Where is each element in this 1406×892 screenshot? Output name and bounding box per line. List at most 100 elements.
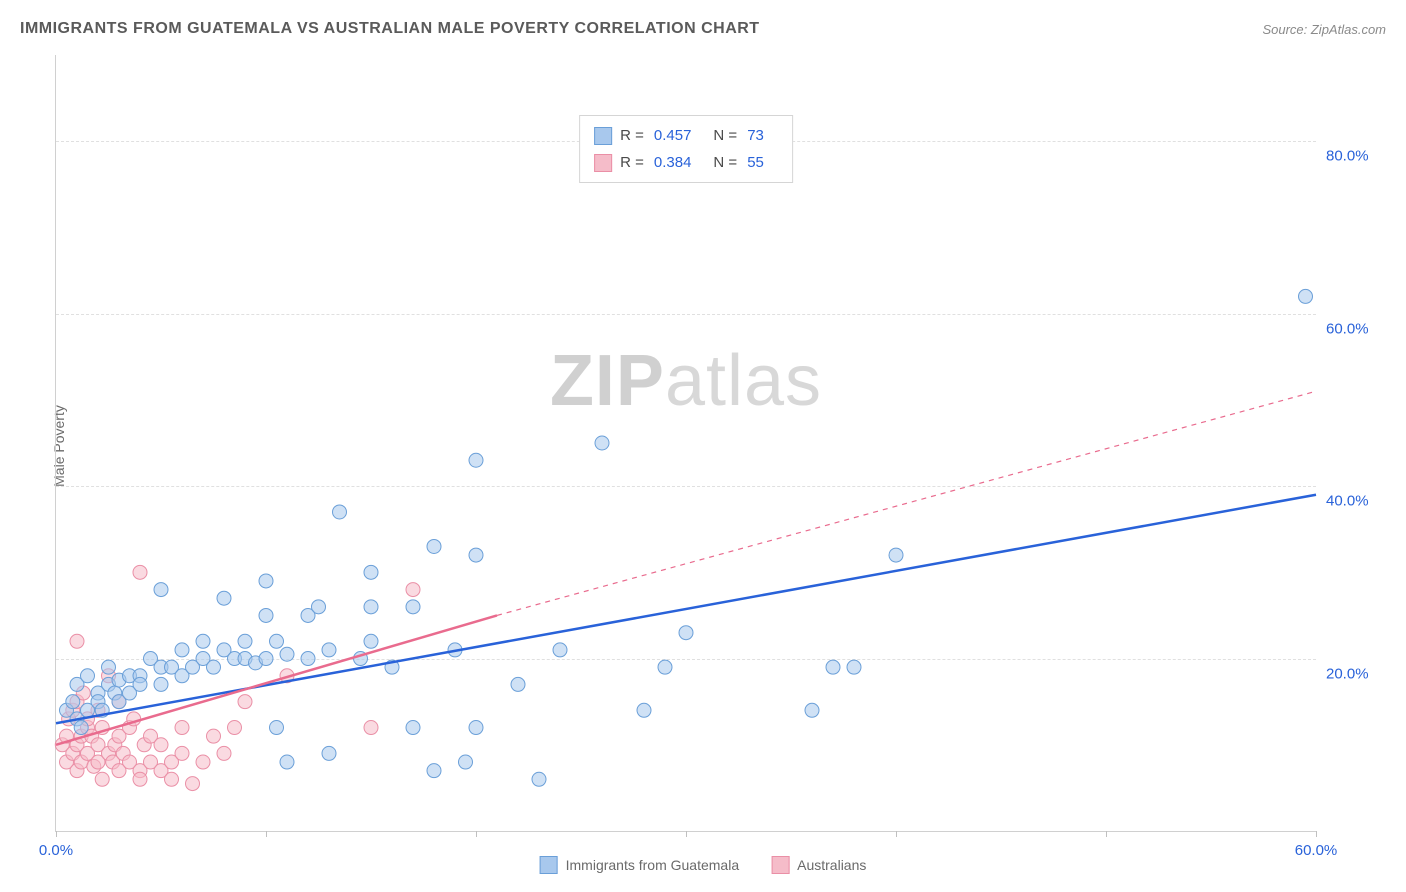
data-point bbox=[133, 565, 147, 579]
y-tick-label: 60.0% bbox=[1326, 320, 1391, 337]
data-point bbox=[238, 695, 252, 709]
series-b-name: Australians bbox=[797, 857, 866, 873]
data-point bbox=[133, 772, 147, 786]
x-tick-label: 60.0% bbox=[1295, 842, 1338, 859]
data-point bbox=[175, 721, 189, 735]
data-point bbox=[469, 548, 483, 562]
data-point bbox=[270, 721, 284, 735]
data-point bbox=[1299, 289, 1313, 303]
data-point bbox=[259, 574, 273, 588]
data-point bbox=[322, 746, 336, 760]
r-label-b: R = bbox=[620, 149, 644, 176]
data-point bbox=[364, 721, 378, 735]
x-tick bbox=[1316, 831, 1317, 837]
legend-item-b: Australians bbox=[771, 856, 866, 874]
data-point bbox=[66, 695, 80, 709]
n-value-b: 55 bbox=[747, 149, 764, 176]
plot-area: ZIPatlas 20.0%40.0%60.0%80.0% 0.0%60.0% … bbox=[55, 55, 1316, 832]
data-point bbox=[322, 643, 336, 657]
data-point bbox=[207, 729, 221, 743]
swatch-series-b bbox=[594, 154, 612, 172]
r-label-a: R = bbox=[620, 122, 644, 149]
x-tick bbox=[1106, 831, 1107, 837]
data-point bbox=[217, 591, 231, 605]
data-point bbox=[217, 746, 231, 760]
r-value-a: 0.457 bbox=[654, 122, 692, 149]
data-point bbox=[364, 600, 378, 614]
y-tick-label: 80.0% bbox=[1326, 148, 1391, 165]
data-point bbox=[259, 652, 273, 666]
legend-row-a: R = 0.457 N = 73 bbox=[594, 122, 778, 149]
data-point bbox=[270, 634, 284, 648]
data-point bbox=[406, 721, 420, 735]
data-point bbox=[102, 660, 116, 674]
n-value-a: 73 bbox=[747, 122, 764, 149]
data-point bbox=[364, 634, 378, 648]
data-point bbox=[805, 703, 819, 717]
data-point bbox=[280, 755, 294, 769]
data-point bbox=[427, 764, 441, 778]
chart-container: IMMIGRANTS FROM GUATEMALA VS AUSTRALIAN … bbox=[0, 0, 1406, 892]
data-point bbox=[553, 643, 567, 657]
data-point bbox=[207, 660, 221, 674]
data-point bbox=[196, 755, 210, 769]
data-point bbox=[532, 772, 546, 786]
chart-title: IMMIGRANTS FROM GUATEMALA VS AUSTRALIAN … bbox=[20, 20, 760, 38]
x-tick-label: 0.0% bbox=[39, 842, 73, 859]
data-point bbox=[469, 453, 483, 467]
data-point bbox=[165, 772, 179, 786]
data-point bbox=[312, 600, 326, 614]
legend-item-a: Immigrants from Guatemala bbox=[540, 856, 740, 874]
data-point bbox=[70, 634, 84, 648]
data-point bbox=[406, 583, 420, 597]
bottom-legend: Immigrants from Guatemala Australians bbox=[540, 856, 867, 874]
data-point bbox=[238, 634, 252, 648]
data-point bbox=[154, 583, 168, 597]
r-value-b: 0.384 bbox=[654, 149, 692, 176]
n-label-a: N = bbox=[713, 122, 737, 149]
swatch-bottom-b bbox=[771, 856, 789, 874]
data-point bbox=[658, 660, 672, 674]
x-tick bbox=[56, 831, 57, 837]
data-point bbox=[280, 647, 294, 661]
legend-row-b: R = 0.384 N = 55 bbox=[594, 149, 778, 176]
data-point bbox=[154, 738, 168, 752]
data-point bbox=[406, 600, 420, 614]
data-point bbox=[133, 677, 147, 691]
data-point bbox=[459, 755, 473, 769]
data-point bbox=[679, 626, 693, 640]
source-label: Source: ZipAtlas.com bbox=[1262, 22, 1386, 37]
header: IMMIGRANTS FROM GUATEMALA VS AUSTRALIAN … bbox=[20, 20, 1386, 38]
correlation-legend: R = 0.457 N = 73 R = 0.384 N = 55 bbox=[579, 115, 793, 183]
y-tick-label: 20.0% bbox=[1326, 665, 1391, 682]
data-point bbox=[427, 539, 441, 553]
data-point bbox=[259, 608, 273, 622]
data-point bbox=[81, 669, 95, 683]
data-point bbox=[364, 565, 378, 579]
swatch-series-a bbox=[594, 127, 612, 145]
data-point bbox=[847, 660, 861, 674]
y-tick-label: 40.0% bbox=[1326, 493, 1391, 510]
data-point bbox=[637, 703, 651, 717]
data-point bbox=[95, 772, 109, 786]
data-point bbox=[228, 721, 242, 735]
trend-line bbox=[497, 391, 1316, 615]
n-label-b: N = bbox=[713, 149, 737, 176]
data-point bbox=[511, 677, 525, 691]
x-tick bbox=[476, 831, 477, 837]
series-a-name: Immigrants from Guatemala bbox=[566, 857, 740, 873]
x-tick bbox=[896, 831, 897, 837]
data-point bbox=[175, 643, 189, 657]
x-tick bbox=[686, 831, 687, 837]
data-point bbox=[469, 721, 483, 735]
data-point bbox=[74, 721, 88, 735]
data-point bbox=[826, 660, 840, 674]
data-point bbox=[154, 677, 168, 691]
swatch-bottom-a bbox=[540, 856, 558, 874]
data-point bbox=[301, 652, 315, 666]
data-point bbox=[196, 634, 210, 648]
data-point bbox=[186, 777, 200, 791]
data-point bbox=[595, 436, 609, 450]
x-tick bbox=[266, 831, 267, 837]
data-point bbox=[175, 746, 189, 760]
